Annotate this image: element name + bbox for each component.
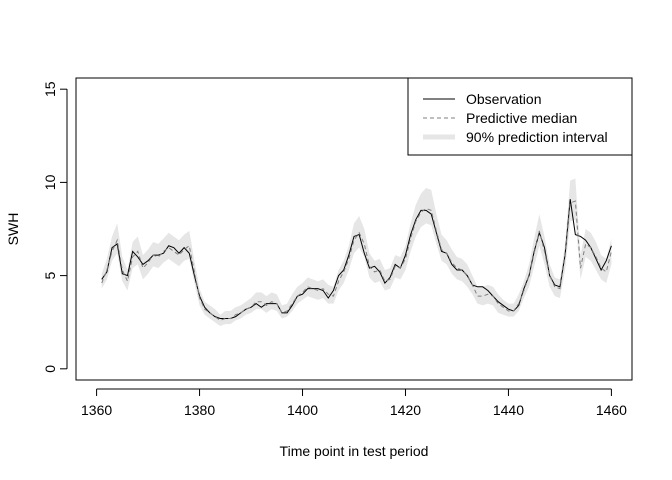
y-tick-label: 0 — [42, 365, 58, 373]
x-axis-title: Time point in test period — [280, 443, 429, 459]
prediction-interval-band — [101, 178, 612, 326]
y-axis-title: SWH — [5, 213, 21, 246]
x-tick-label: 1440 — [493, 402, 524, 418]
plot-frame — [75, 77, 633, 381]
y-tick-label: 10 — [42, 174, 58, 190]
legend-label-prediction-interval: 90% prediction interval — [466, 129, 608, 145]
x-axis: 1360 1380 1400 1420 1440 1460 — [81, 388, 627, 418]
legend-label-predictive-median: Predictive median — [466, 110, 577, 126]
x-tick-label: 1360 — [81, 402, 112, 418]
y-tick-label: 15 — [42, 81, 58, 97]
legend: Observation Predictive median 90% predic… — [407, 77, 633, 156]
x-tick-label: 1420 — [390, 402, 421, 418]
plot-layer — [101, 178, 612, 326]
legend-box — [407, 77, 633, 156]
legend-label-observation: Observation — [466, 91, 541, 107]
x-tick-label: 1400 — [287, 402, 318, 418]
y-axis: 0 5 10 15 — [42, 81, 68, 373]
x-tick-label: 1380 — [184, 402, 215, 418]
x-tick-label: 1460 — [596, 402, 627, 418]
series-line-predictive-median — [101, 200, 612, 321]
series-line-observation — [101, 199, 612, 319]
y-tick-label: 5 — [42, 272, 58, 280]
